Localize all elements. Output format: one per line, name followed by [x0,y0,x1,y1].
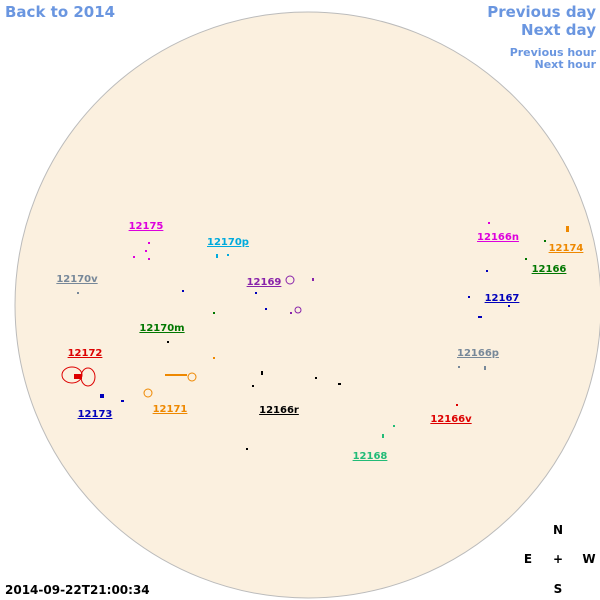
sunspot [148,258,150,260]
sunspot [216,254,218,258]
sunspot [246,448,248,450]
sunspot [478,316,482,318]
region-labels: 12175 12170p 12170v 12169 12166n 12174 1… [56,221,583,462]
sunspot [187,372,197,382]
sunspot [252,385,254,387]
sunspot [508,305,510,307]
sunspot [213,357,215,359]
next-day-link[interactable]: Next day [521,21,596,39]
sunspot [133,256,135,258]
region-label: 12168 [353,451,388,462]
prev-day-link[interactable]: Previous day [487,3,596,21]
sunspot [77,292,79,294]
sunspot [484,366,486,370]
sunspot [182,290,184,292]
sunspot [338,383,341,385]
region-label: 12166r [259,405,299,416]
region-label: 12171 [153,404,188,415]
compass-west: W [582,552,595,566]
compass-north: N [553,523,563,537]
sunspot [100,394,104,398]
sunspot [255,292,257,294]
sunspot [525,258,527,260]
region-label: 12172 [68,348,103,359]
compass-east: E [524,552,532,566]
region-label: 12166p [457,348,499,359]
sunspot [265,308,267,310]
sunspot [145,250,147,252]
sunspot [143,388,153,398]
sunspot [227,254,229,256]
region-label: 12170v [56,274,98,285]
region-label: 12173 [78,409,113,420]
sunspot [167,341,169,343]
prev-hour-link[interactable]: Previous hour [510,46,597,59]
sunspot [458,366,460,368]
sunspot [261,371,263,375]
region-label: 12166v [430,414,472,425]
region-label: 12174 [549,243,584,254]
solar-disk [14,11,600,599]
sunspot [456,404,458,406]
sunspot [165,374,187,376]
timestamp: 2014-09-22T21:00:34 [5,583,150,597]
next-hour-link[interactable]: Next hour [535,58,597,71]
sunspot [544,240,546,242]
region-label: 12175 [129,221,164,232]
sunspot [121,400,124,402]
sunspot [486,270,488,272]
region-label: 12170m [139,323,184,334]
region-label: 12166n [477,232,519,243]
compass-south: S [554,582,563,596]
back-link[interactable]: Back to 2014 [5,3,115,21]
region-label: 12167 [485,293,520,304]
sunspot [393,425,395,427]
sunspot [148,242,150,244]
sunspot [566,226,569,232]
region-label: 12169 [247,277,282,288]
compass-center: + [553,552,563,566]
sunspot [285,275,295,285]
sunspot [294,306,302,314]
sunspot [468,296,470,298]
sunspot [74,374,82,379]
sunspot [315,377,317,379]
sunspots [61,222,569,450]
sunspot [312,278,314,281]
sunspot [488,222,490,224]
sunspot [213,312,215,314]
region-label: 12166 [532,264,567,275]
region-label: 12170p [207,237,249,248]
sunspot [382,434,384,438]
sunspot [290,312,292,314]
